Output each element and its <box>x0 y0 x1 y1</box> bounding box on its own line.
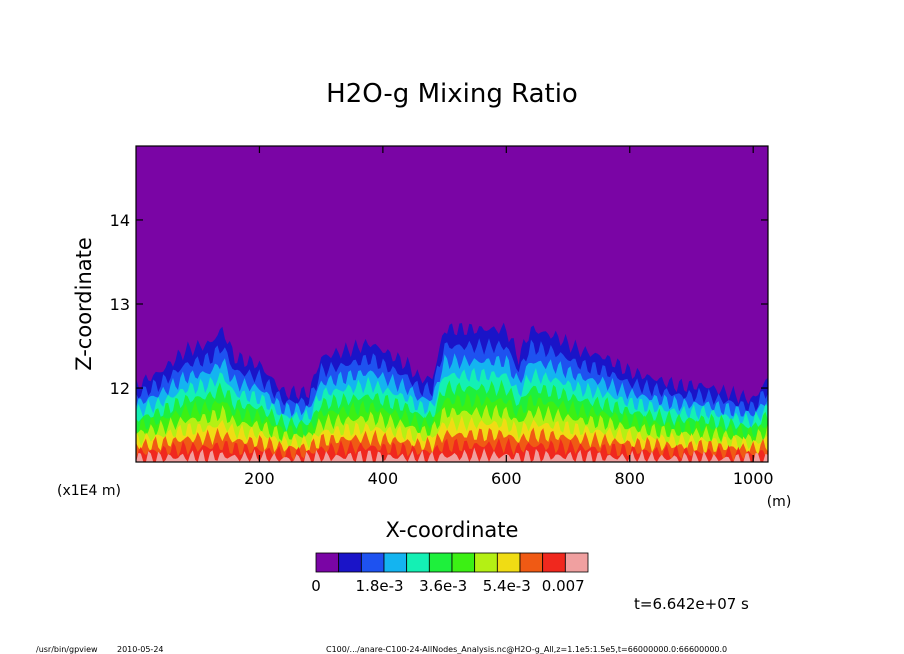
colorbar: 0 1.8e-3 3.6e-3 5.4e-3 0.007 <box>311 552 589 595</box>
x-tick-label: 400 <box>368 469 399 488</box>
x-unit-label: (m) <box>767 494 792 510</box>
x-tick-label: 600 <box>491 469 522 488</box>
colorbar-swatch <box>406 552 430 573</box>
contour-level-11 <box>136 447 768 462</box>
x-axis-label: X-coordinate <box>386 518 519 542</box>
y-tick-label: 13 <box>110 295 130 314</box>
y-axis: 12 13 14 <box>110 211 768 398</box>
footer-source: C100/.../anare-C100-24-AllNodes_Analysis… <box>326 645 727 654</box>
colorbar-swatch <box>360 552 385 573</box>
y-axis-label: Z-coordinate <box>72 237 96 371</box>
colorbar-swatch <box>474 552 498 573</box>
colorbar-swatch <box>315 552 340 573</box>
footer-date: 2010-05-24 <box>117 645 164 654</box>
chart-title: H2O-g Mixing Ratio <box>326 79 578 109</box>
x-tick-label: 1000 <box>733 469 774 488</box>
contour-field <box>136 146 768 462</box>
colorbar-swatch <box>383 552 408 573</box>
colorbar-swatch <box>542 552 566 573</box>
colorbar-swatch <box>428 552 453 573</box>
colorbar-swatch <box>519 552 544 573</box>
colorbar-swatch <box>338 552 362 573</box>
x-tick-label: 800 <box>614 469 645 488</box>
colorbar-swatch <box>451 552 476 573</box>
y-tick-label: 14 <box>110 211 130 230</box>
x-axis: 200 400 600 800 1000 <box>244 146 774 488</box>
footer-program: /usr/bin/gpview <box>36 645 98 654</box>
colorbar-tick-label: 3.6e-3 <box>419 577 467 595</box>
x-tick-label: 200 <box>244 469 275 488</box>
y-tick-label: 12 <box>110 379 130 398</box>
y-scale-label: (x1E4 m) <box>57 483 121 499</box>
colorbar-tick-label: 5.4e-3 <box>483 577 531 595</box>
colorbar-swatch <box>564 552 589 573</box>
colorbar-tick-label: 1.8e-3 <box>356 577 404 595</box>
colorbar-tick-label: 0 <box>311 577 321 595</box>
time-label: t=6.642e+07 s <box>634 595 749 613</box>
colorbar-tick-label: 0.007 <box>542 577 585 595</box>
contour-level-9 <box>136 427 768 462</box>
colorbar-swatch <box>496 552 521 573</box>
